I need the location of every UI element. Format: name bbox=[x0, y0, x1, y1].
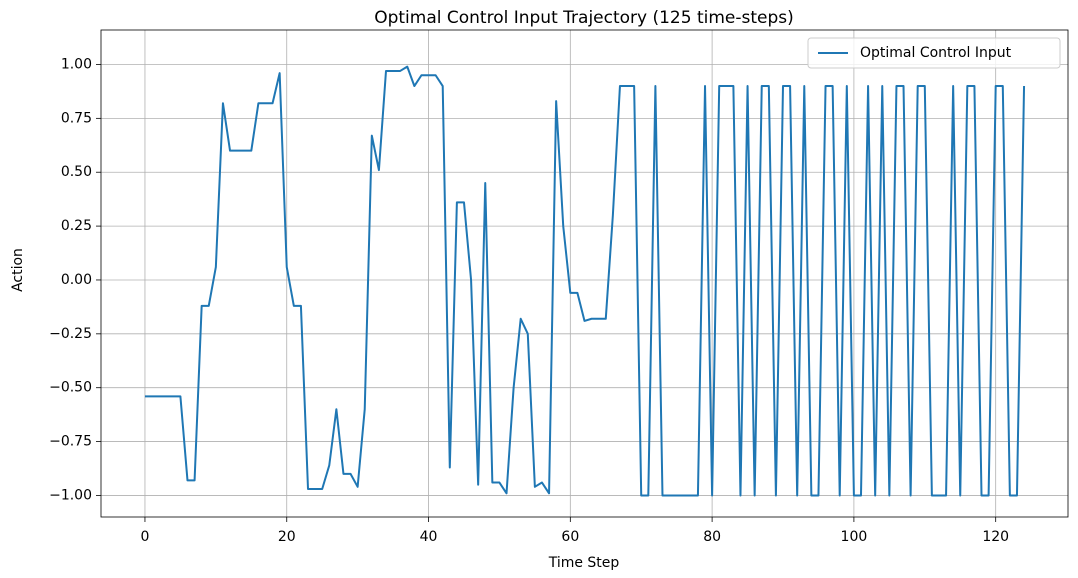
legend-label: Optimal Control Input bbox=[860, 45, 1012, 61]
y-tick-label: 0.75 bbox=[61, 110, 92, 126]
y-axis-label: Action bbox=[10, 248, 26, 292]
y-tick-label: 0.50 bbox=[61, 164, 92, 180]
y-tick-label: 0.25 bbox=[61, 218, 92, 234]
legend-box bbox=[807, 37, 1061, 69]
x-tick-label: 0 bbox=[140, 529, 149, 545]
x-tick-label: 60 bbox=[561, 529, 579, 545]
y-tick-label: −0.50 bbox=[49, 380, 92, 396]
plot-frame bbox=[100, 29, 1069, 518]
y-tick-label: −0.75 bbox=[49, 434, 92, 450]
x-tick-label: 40 bbox=[420, 529, 438, 545]
y-tick-label: −1.00 bbox=[49, 487, 92, 503]
x-tick-label: 80 bbox=[703, 529, 721, 545]
y-tick-label: 1.00 bbox=[61, 56, 92, 72]
x-tick-label: 100 bbox=[841, 529, 868, 545]
x-tick-label: 20 bbox=[278, 529, 296, 545]
x-tick-label: 120 bbox=[982, 529, 1009, 545]
y-tick-label: 0.00 bbox=[61, 272, 92, 288]
x-axis-label: Time Step bbox=[548, 555, 620, 571]
data-line bbox=[144, 65, 1026, 497]
chart-title: Optimal Control Input Trajectory (125 ti… bbox=[374, 8, 794, 28]
y-tick-label: −0.25 bbox=[49, 326, 92, 342]
